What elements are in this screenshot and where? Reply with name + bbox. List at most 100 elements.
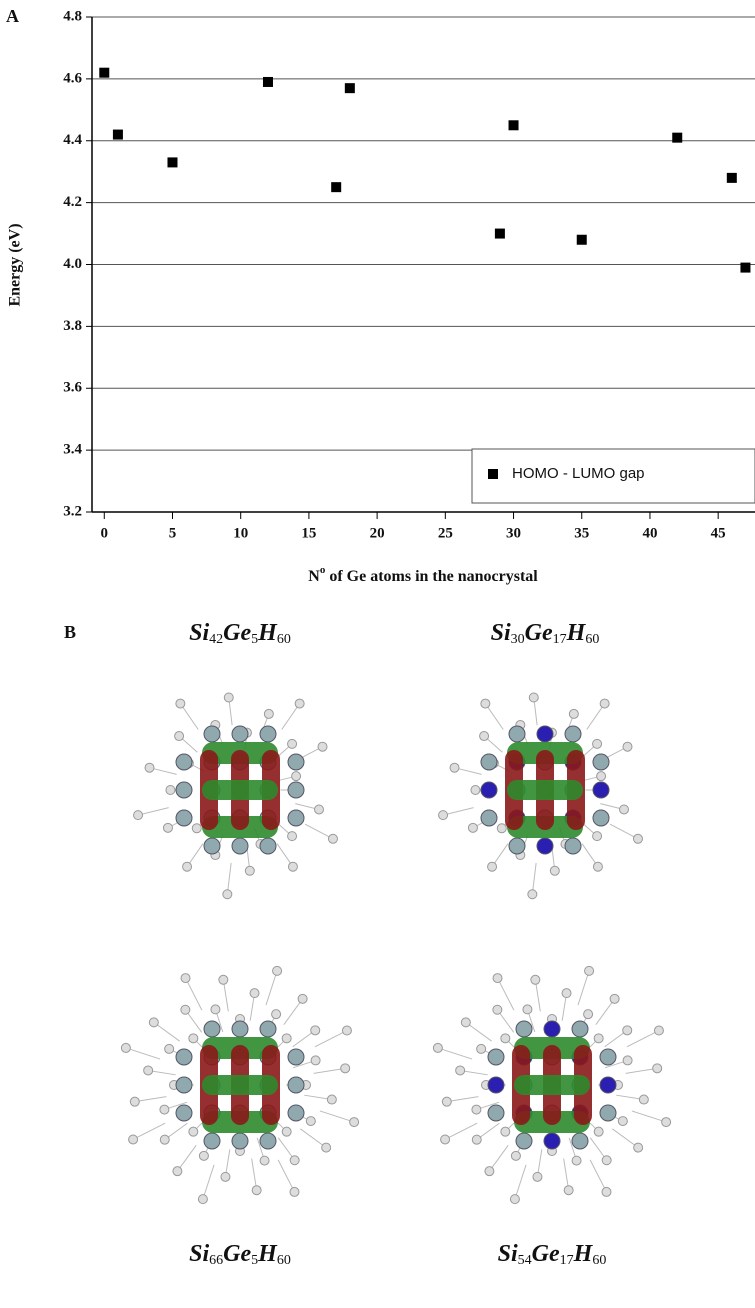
hydrogen [601, 1186, 612, 1197]
point [331, 182, 342, 193]
hydrogen [310, 1055, 321, 1066]
atom [515, 1132, 533, 1150]
x-tick-label: 40 [642, 525, 657, 541]
hydrogen [188, 1033, 199, 1044]
bond [134, 1096, 167, 1103]
atom [175, 781, 193, 799]
hydrogen [165, 785, 176, 795]
atom [571, 1132, 589, 1150]
atom [287, 781, 305, 799]
hydrogen [340, 1063, 351, 1074]
bond [265, 970, 278, 1006]
atom [564, 837, 582, 855]
hydrogen [568, 708, 579, 719]
hydrogen [317, 741, 328, 752]
x-tick-label: 25 [438, 525, 453, 541]
atom [487, 1048, 505, 1066]
x-tick-label: 20 [370, 525, 385, 541]
hydrogen [180, 1004, 191, 1015]
subscript: 54 [518, 1253, 532, 1268]
bond [484, 703, 504, 730]
hydrogen [180, 973, 191, 984]
hydrogen [527, 889, 538, 900]
hydrogen [218, 974, 229, 985]
bond [304, 823, 334, 840]
x-tick-label: 0 [101, 525, 109, 541]
hydrogen [653, 1025, 664, 1036]
hydrogen [327, 833, 338, 844]
hydrogen [305, 1116, 316, 1127]
bond [277, 1159, 295, 1193]
hydrogen [592, 831, 603, 842]
element-symbol: Si [491, 620, 511, 646]
y-tick-label: 4.2 [63, 194, 82, 210]
subscript: 60 [592, 1253, 606, 1268]
bond [609, 823, 639, 840]
hydrogen [326, 1094, 337, 1105]
hydrogen [120, 1042, 131, 1053]
bond [222, 979, 229, 1012]
molecule [120, 965, 360, 1205]
element-symbol: Ge [525, 620, 553, 646]
bond [595, 998, 616, 1025]
hydrogen [174, 731, 185, 742]
hydrogen [210, 1004, 221, 1015]
y-tick-label: 4.0 [63, 256, 82, 272]
bond [612, 1128, 639, 1149]
atom [287, 753, 305, 771]
hydrogen [661, 1117, 672, 1128]
hydrogen [455, 1065, 466, 1076]
hydrogen [289, 1186, 300, 1197]
bond [313, 1067, 346, 1074]
molecule [432, 965, 672, 1205]
atom [259, 1020, 277, 1038]
hydrogen [622, 1055, 633, 1066]
atom [599, 1076, 617, 1094]
hydrogen [522, 1004, 533, 1015]
y-tick-label: 3.4 [63, 442, 82, 458]
bond [300, 1128, 327, 1149]
subscript: 66 [209, 1253, 223, 1268]
hydrogen [432, 1042, 443, 1053]
bond [132, 1122, 166, 1140]
hydrogen [441, 1096, 452, 1107]
element-symbol: Si [189, 620, 209, 646]
hydrogen [532, 1171, 543, 1182]
hydrogen [314, 804, 325, 815]
y-tick-label: 3.6 [63, 380, 82, 396]
hydrogen [349, 1117, 360, 1128]
bond [465, 1021, 492, 1042]
element-symbol: Ge [223, 620, 251, 646]
subscript: 60 [277, 1253, 291, 1268]
hydrogen [244, 865, 255, 876]
x-label-part: of Ge atoms in the nanocrystal [325, 568, 538, 585]
hydrogen [188, 1126, 199, 1137]
atom [287, 1076, 305, 1094]
formula: Si66Ge5H60 [189, 1241, 291, 1269]
orbital-lobe [514, 1075, 590, 1095]
atom [592, 809, 610, 827]
hydrogen [440, 1134, 451, 1145]
atom [543, 1020, 561, 1038]
hydrogen [528, 692, 539, 703]
legend-box [471, 448, 755, 504]
point [167, 157, 178, 168]
atom [515, 1020, 533, 1038]
bond [444, 1122, 478, 1140]
atom [592, 753, 610, 771]
hydrogen [592, 738, 603, 749]
hydrogen [492, 973, 503, 984]
subscript: 42 [209, 632, 223, 647]
molecule [133, 692, 338, 900]
panel-label: A [6, 6, 19, 26]
hydrogen [191, 823, 202, 834]
element-symbol: Ge [223, 1241, 251, 1267]
atom [203, 837, 221, 855]
point [726, 172, 737, 183]
legend-marker [488, 469, 498, 479]
hydrogen [480, 698, 491, 709]
hydrogen [294, 698, 305, 709]
hydrogen [467, 822, 478, 833]
atom [564, 725, 582, 743]
